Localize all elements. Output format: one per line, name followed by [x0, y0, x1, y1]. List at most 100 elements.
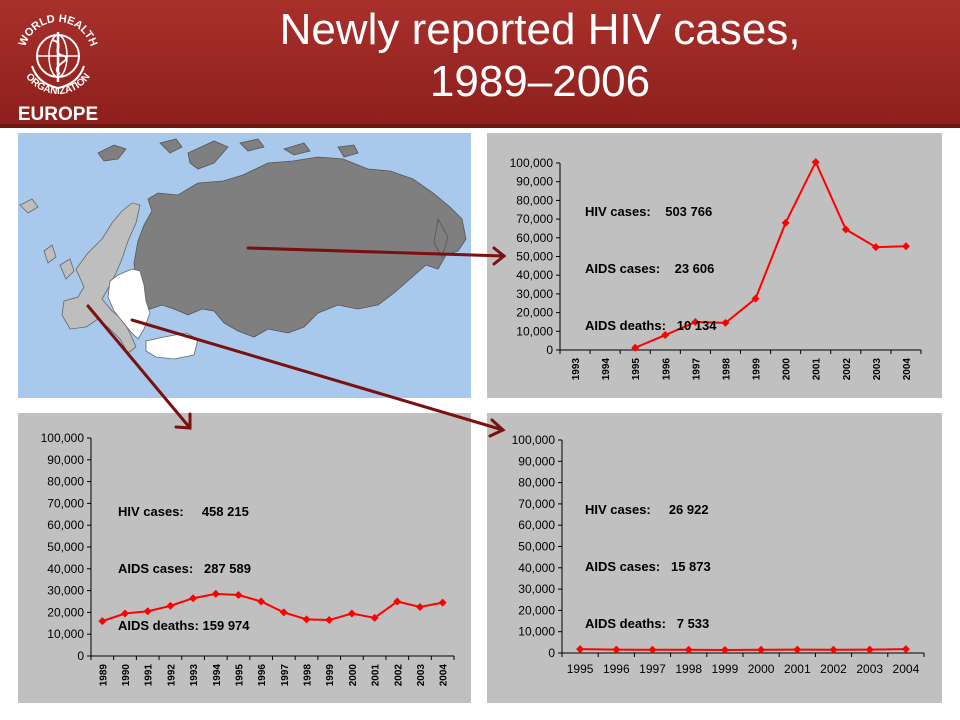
- data-point: [781, 218, 790, 227]
- y-tick-label: 100,000: [512, 433, 556, 447]
- x-tick-label: 1989: [98, 664, 109, 687]
- y-tick-label: 90,000: [516, 175, 553, 189]
- stats-centre-hiv: HIV cases: 26 922: [585, 502, 709, 517]
- x-tick-label: 1994: [601, 358, 612, 381]
- x-tick-label: 2004: [439, 664, 450, 687]
- data-point: [793, 645, 802, 654]
- y-tick-label: 70,000: [47, 496, 84, 510]
- data-point: [811, 158, 820, 167]
- y-tick-label: 20,000: [518, 603, 555, 617]
- x-tick-label: 2002: [393, 664, 404, 687]
- data-point: [829, 645, 838, 654]
- y-tick-label: 60,000: [47, 518, 84, 532]
- x-tick-label: 2003: [872, 358, 883, 381]
- chart-centre: 0 10,000 20,000 30,000 40,000 50,000 60,000 70,…: [512, 433, 925, 676]
- data-point: [684, 645, 693, 654]
- stats-west: HIV cases: 458 215 AIDS cases: 287 589 A…: [118, 464, 251, 673]
- data-point: [325, 616, 334, 625]
- x-tick-label: 1995: [567, 662, 594, 676]
- data-point: [871, 243, 880, 252]
- x-tick-label: 1996: [661, 358, 672, 381]
- arctic-islands: [97, 138, 359, 170]
- data-point: [415, 602, 424, 611]
- stats-centre-aids: AIDS cases: 15 873: [585, 559, 711, 574]
- data-point: [691, 317, 700, 326]
- x-tick-label: 1994: [212, 664, 223, 687]
- y-tick-label: 0: [77, 649, 84, 663]
- series-line: [102, 592, 443, 623]
- x-tick-label: 2002: [820, 662, 847, 676]
- y-tick-label: 50,000: [518, 540, 555, 554]
- y-tick-label: 0: [548, 646, 555, 660]
- y-tick-label: 80,000: [47, 475, 84, 489]
- y-tick-label: 20,000: [47, 605, 84, 619]
- x-tick-label: 1997: [691, 358, 702, 381]
- data-point: [438, 598, 447, 607]
- y-tick-label: 20,000: [516, 306, 553, 320]
- x-tick-label: 2003: [856, 662, 883, 676]
- x-tick-label: 1995: [631, 358, 642, 381]
- x-tick-label: 2001: [784, 662, 811, 676]
- x-tick-label: 1999: [752, 358, 763, 381]
- x-tick-label: 1998: [721, 358, 732, 381]
- data-point: [234, 590, 243, 599]
- title-line-1: Newly reported HIV cases,: [279, 5, 801, 54]
- x-tick-label: 2000: [348, 664, 359, 687]
- stats-east: HIV cases: 503 766 AIDS cases: 23 606 AI…: [585, 164, 717, 373]
- x-tick-label: 1991: [144, 664, 155, 687]
- data-point: [211, 589, 220, 598]
- x-tick-label: 1998: [303, 664, 314, 687]
- y-tick-label: 60,000: [516, 231, 553, 245]
- y-tick-label: 90,000: [518, 454, 555, 468]
- x-tick-label: 1999: [325, 664, 336, 687]
- y-tick-label: 80,000: [518, 476, 555, 490]
- page-title: Newly reported HIV cases, 1989–2006: [150, 4, 930, 108]
- data-point: [720, 646, 729, 655]
- data-point: [98, 617, 107, 626]
- data-point: [901, 242, 910, 251]
- x-tick-label: 1999: [712, 662, 739, 676]
- data-point: [751, 294, 760, 303]
- y-tick-label: 10,000: [47, 627, 84, 641]
- plot-area: [560, 163, 921, 350]
- chart-west: 0 10,000 20,000 30,000 40,000 50,000 60,000 70,…: [41, 431, 455, 687]
- x-tick-label: 2002: [842, 358, 853, 381]
- y-tick-label: 100,000: [510, 156, 554, 170]
- stats-west-hiv: HIV cases: 458 215: [118, 504, 249, 519]
- data-point: [279, 608, 288, 617]
- chart-panel-west: 0 10,000 20,000 30,000 40,000 50,000 60,000 70,…: [18, 413, 471, 703]
- title-banner: WORLD HEALTH ORGANIZATION EUROPE Newly r…: [0, 0, 960, 128]
- data-point: [901, 645, 910, 654]
- x-tick-label: 1996: [603, 662, 630, 676]
- data-point: [631, 343, 640, 352]
- x-tick-label: 2003: [416, 664, 427, 687]
- x-tick-label: 1998: [675, 662, 702, 676]
- y-tick-label: 10,000: [518, 625, 555, 639]
- y-tick-label: 10,000: [516, 324, 553, 338]
- data-point: [841, 225, 850, 234]
- stats-west-deaths: AIDS deaths: 159 974: [118, 618, 250, 633]
- logo-region-text: EUROPE: [18, 104, 98, 124]
- y-tick-label: 70,000: [518, 497, 555, 511]
- stats-centre-deaths: AIDS deaths: 7 533: [585, 616, 710, 631]
- stats-east-hiv: HIV cases: 503 766: [585, 204, 713, 219]
- x-tick-label: 2001: [812, 358, 823, 381]
- x-tick-label: 2004: [893, 662, 920, 676]
- data-point: [393, 597, 402, 606]
- y-tick-label: 0: [546, 343, 553, 357]
- series-line: [634, 159, 906, 349]
- title-line-2: 1989–2006: [429, 57, 651, 106]
- y-tick-label: 90,000: [47, 453, 84, 467]
- y-tick-label: 40,000: [47, 562, 84, 576]
- data-point: [257, 597, 266, 606]
- y-tick-label: 50,000: [47, 540, 84, 554]
- data-point: [576, 645, 585, 654]
- data-point: [143, 607, 152, 616]
- data-point: [166, 601, 175, 610]
- y-tick-label: 30,000: [516, 287, 553, 301]
- x-tick-label: 1992: [166, 664, 177, 687]
- chart-panel-centre: 0 10,000 20,000 30,000 40,000 50,000 60,000 70,…: [487, 413, 942, 703]
- data-point: [865, 645, 874, 654]
- y-tick-label: 30,000: [518, 582, 555, 596]
- data-point: [661, 331, 670, 340]
